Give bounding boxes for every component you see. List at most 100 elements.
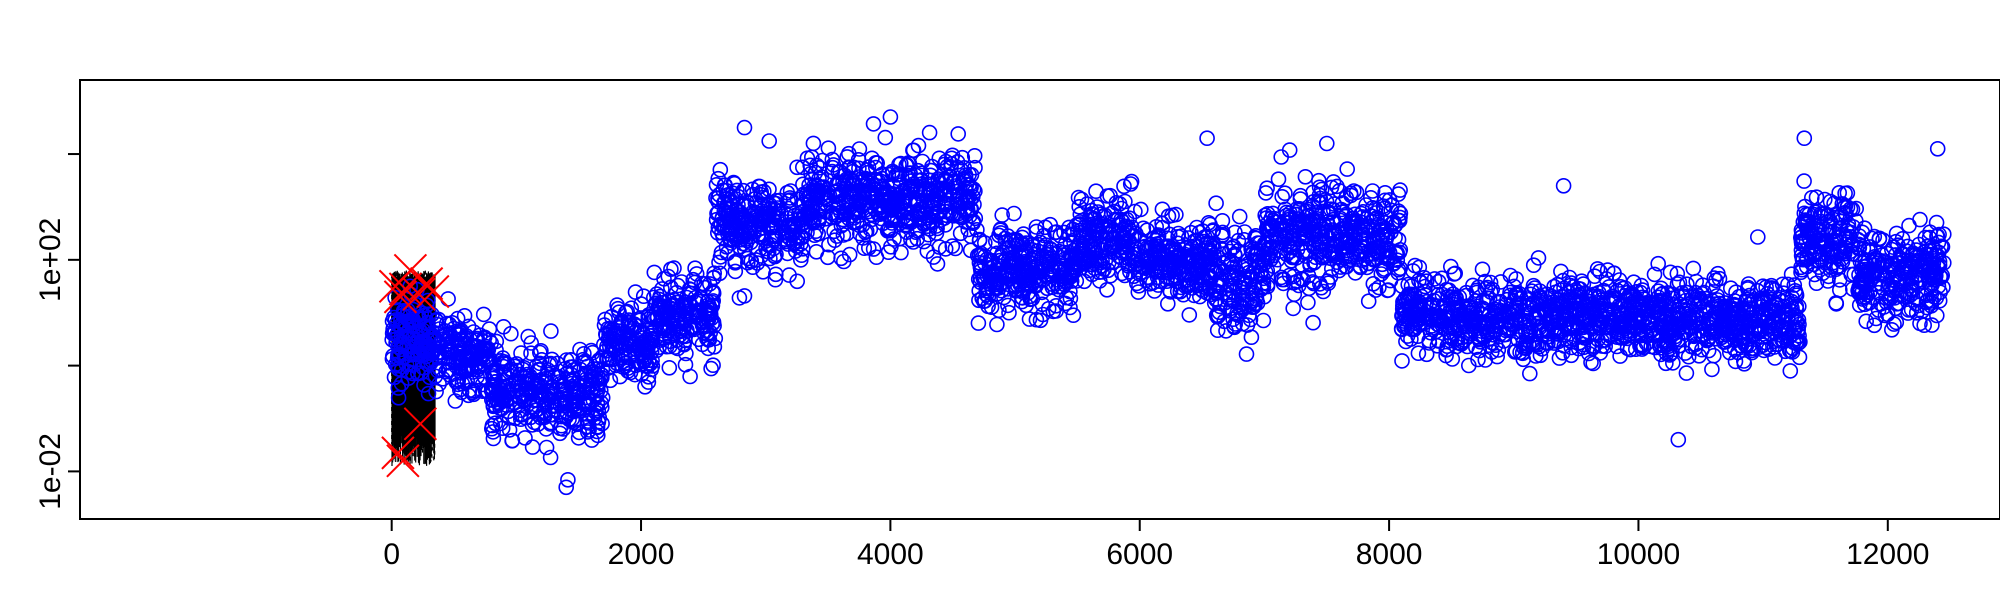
data-point — [1444, 351, 1461, 367]
data-point — [1231, 208, 1248, 225]
data-point — [1259, 262, 1276, 279]
data-point — [851, 141, 868, 157]
data-point — [705, 357, 721, 374]
data-point — [666, 260, 682, 276]
data-point — [531, 344, 548, 361]
data-point — [1692, 315, 1708, 332]
data-point — [1540, 295, 1557, 312]
data-point — [891, 166, 908, 183]
data-point — [1127, 239, 1143, 256]
x-tick-label: 10000 — [1597, 538, 1680, 571]
data-point — [837, 174, 854, 190]
x-tick-label: 6000 — [1106, 538, 1173, 571]
data-point — [1099, 188, 1116, 204]
data-point — [789, 273, 806, 290]
data-point — [1208, 291, 1224, 308]
data-point — [1866, 265, 1883, 282]
data-point — [1369, 210, 1385, 227]
data-point — [1510, 332, 1526, 348]
data-point — [693, 275, 710, 292]
data-point — [1371, 279, 1387, 296]
data-point — [648, 342, 665, 359]
data-point — [1226, 292, 1243, 309]
data-point — [890, 187, 907, 203]
data-point — [496, 356, 513, 372]
data-point — [920, 214, 937, 231]
data-point — [880, 221, 897, 238]
data-point — [1430, 286, 1447, 303]
data-point — [833, 250, 849, 267]
data-point — [572, 369, 588, 386]
data-point — [1755, 278, 1771, 295]
data-point — [727, 263, 744, 280]
data-point — [1445, 286, 1461, 303]
data-point — [1694, 285, 1710, 302]
data-point — [983, 272, 999, 289]
data-point — [721, 191, 738, 208]
data-point — [1358, 210, 1375, 227]
data-point — [1513, 290, 1529, 307]
data-point — [739, 194, 755, 211]
data-point — [1822, 262, 1839, 278]
data-point — [410, 310, 426, 327]
data-point — [568, 415, 585, 431]
data-point — [1669, 265, 1686, 282]
data-point — [653, 300, 670, 317]
data-point — [1367, 282, 1384, 298]
data-point — [805, 135, 822, 152]
data-point — [1396, 313, 1412, 329]
data-point — [711, 187, 728, 203]
data-point — [1670, 431, 1687, 448]
data-point — [1295, 227, 1312, 244]
data-point — [1801, 231, 1818, 247]
data-point — [1191, 224, 1208, 241]
data-point — [1105, 239, 1121, 256]
data-point — [565, 370, 582, 387]
data-point — [1643, 321, 1659, 338]
data-point — [1178, 239, 1194, 256]
data-point — [1829, 207, 1845, 223]
data-point — [627, 366, 643, 383]
data-point — [809, 157, 825, 174]
data-point — [1913, 271, 1930, 288]
data-point — [1715, 317, 1732, 333]
data-point — [398, 356, 415, 373]
data-point — [1209, 322, 1226, 339]
data-point — [1397, 290, 1414, 307]
data-point — [1437, 308, 1454, 325]
data-point — [803, 165, 819, 182]
data-point — [1528, 348, 1544, 364]
data-point — [1793, 259, 1809, 276]
data-point — [1723, 280, 1739, 297]
data-point — [507, 383, 524, 399]
cross-marker — [402, 277, 436, 311]
data-point — [1531, 293, 1548, 310]
data-point — [1532, 319, 1548, 336]
data-point — [913, 172, 930, 188]
data-point — [524, 439, 541, 455]
data-point — [701, 276, 718, 292]
data-point — [824, 205, 840, 221]
data-point — [1106, 203, 1122, 220]
data-point — [660, 268, 677, 285]
data-point — [711, 254, 727, 271]
data-point — [513, 345, 529, 361]
data-point — [780, 217, 797, 233]
data-point — [1575, 336, 1591, 353]
data-point — [1782, 363, 1799, 379]
data-point — [1460, 308, 1476, 324]
data-point — [1510, 306, 1526, 323]
data-point — [744, 217, 760, 233]
data-point — [929, 256, 946, 272]
data-point — [1733, 301, 1749, 317]
data-point — [1929, 247, 1946, 264]
data-point — [637, 378, 653, 395]
data-point — [947, 240, 964, 257]
data-point — [1035, 272, 1051, 288]
data-point — [1462, 305, 1478, 321]
data-point — [1432, 309, 1449, 325]
data-point — [469, 359, 486, 376]
data-point — [883, 239, 899, 255]
data-point — [1133, 201, 1149, 218]
data-point — [442, 367, 458, 383]
